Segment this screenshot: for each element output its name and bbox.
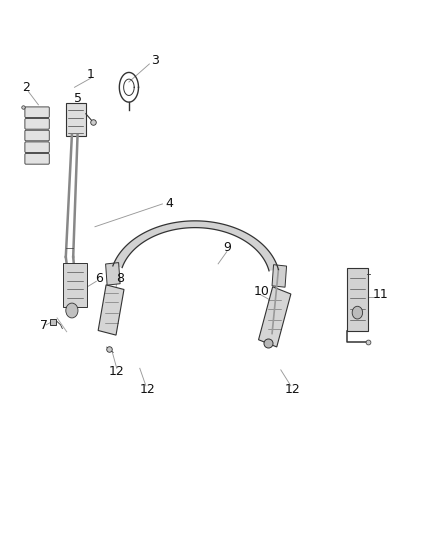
FancyBboxPatch shape <box>25 107 49 117</box>
Polygon shape <box>67 103 86 135</box>
Circle shape <box>66 303 78 318</box>
Circle shape <box>352 306 363 319</box>
Text: 5: 5 <box>74 92 81 106</box>
Text: 9: 9 <box>223 241 231 254</box>
Text: 1: 1 <box>87 68 95 81</box>
Text: 7: 7 <box>39 319 48 333</box>
Text: 8: 8 <box>116 272 124 285</box>
Polygon shape <box>64 263 87 307</box>
Text: 12: 12 <box>139 383 155 396</box>
Polygon shape <box>113 221 279 271</box>
FancyBboxPatch shape <box>25 130 49 141</box>
Text: 2: 2 <box>22 82 30 94</box>
Polygon shape <box>98 285 124 335</box>
Polygon shape <box>258 287 291 347</box>
Polygon shape <box>347 268 368 330</box>
FancyBboxPatch shape <box>25 154 49 164</box>
Text: 11: 11 <box>373 288 389 301</box>
Text: 4: 4 <box>165 197 173 211</box>
Text: 6: 6 <box>95 272 103 285</box>
Polygon shape <box>106 263 120 285</box>
FancyBboxPatch shape <box>25 142 49 152</box>
Text: 3: 3 <box>151 54 159 67</box>
Text: 12: 12 <box>284 383 300 396</box>
Text: 10: 10 <box>254 286 270 298</box>
Text: 12: 12 <box>109 365 124 378</box>
Polygon shape <box>272 265 286 287</box>
FancyBboxPatch shape <box>25 118 49 129</box>
